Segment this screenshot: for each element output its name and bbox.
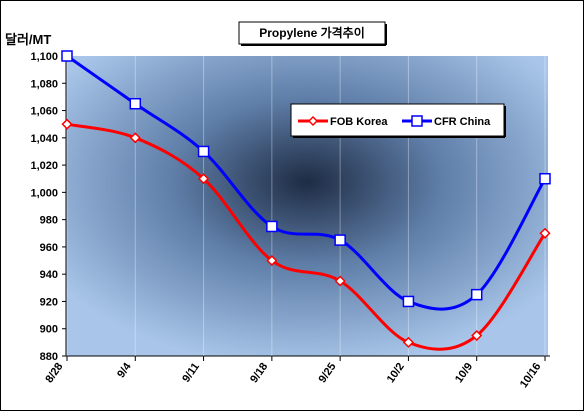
legend-label-fob-korea: FOB Korea: [330, 116, 388, 128]
y-axis-unit-label: 달러/MT: [5, 32, 51, 47]
y-tick-label: 1,100: [30, 51, 58, 63]
data-point-cfr-china: [334, 234, 346, 246]
y-tick-label: 900: [40, 324, 58, 336]
y-tick-label: 880: [40, 351, 58, 363]
data-point-fob-korea: [266, 254, 278, 267]
y-tick-label: 1,080: [30, 78, 58, 90]
data-point-fob-korea: [334, 275, 346, 287]
data-point-fob-korea: [539, 227, 551, 239]
y-tick-label: 920: [40, 296, 58, 308]
data-point-fob-korea: [471, 329, 483, 342]
data-point-fob-korea: [402, 336, 414, 348]
data-point-cfr-china: [197, 145, 210, 158]
legend-label-cfr-china: CFR China: [434, 116, 491, 128]
data-point-fob-korea: [198, 173, 210, 185]
y-tick-label: 1,060: [30, 106, 58, 118]
data-point-cfr-china: [470, 288, 483, 301]
legend-marker-cfr-china: [411, 115, 423, 127]
data-point-cfr-china: [129, 97, 142, 110]
series-layer: [61, 50, 551, 351]
y-tick-label: 940: [40, 269, 58, 281]
y-tick-label: 960: [40, 242, 58, 254]
data-point-fob-korea: [129, 132, 141, 144]
legend-marker-fob-korea: [307, 115, 319, 127]
y-tick-label: 1,000: [30, 187, 58, 199]
data-point-cfr-china: [266, 220, 278, 233]
y-axis-ticks: 1,100 1,080 1,060 1,040 1,020 1,000 980 960 940 9…: [30, 51, 66, 363]
y-tick-label: 980: [40, 215, 58, 227]
y-tick-label: 1,020: [30, 160, 58, 172]
data-point-cfr-china: [402, 295, 415, 308]
data-point-cfr-china: [61, 50, 73, 62]
data-point-cfr-china: [539, 172, 551, 185]
chart-title: Propylene 가격추이: [259, 25, 365, 40]
legend: FOB Korea CFR China: [290, 103, 506, 138]
data-point-fob-korea: [61, 118, 73, 130]
y-tick-label: 1,040: [30, 133, 58, 145]
